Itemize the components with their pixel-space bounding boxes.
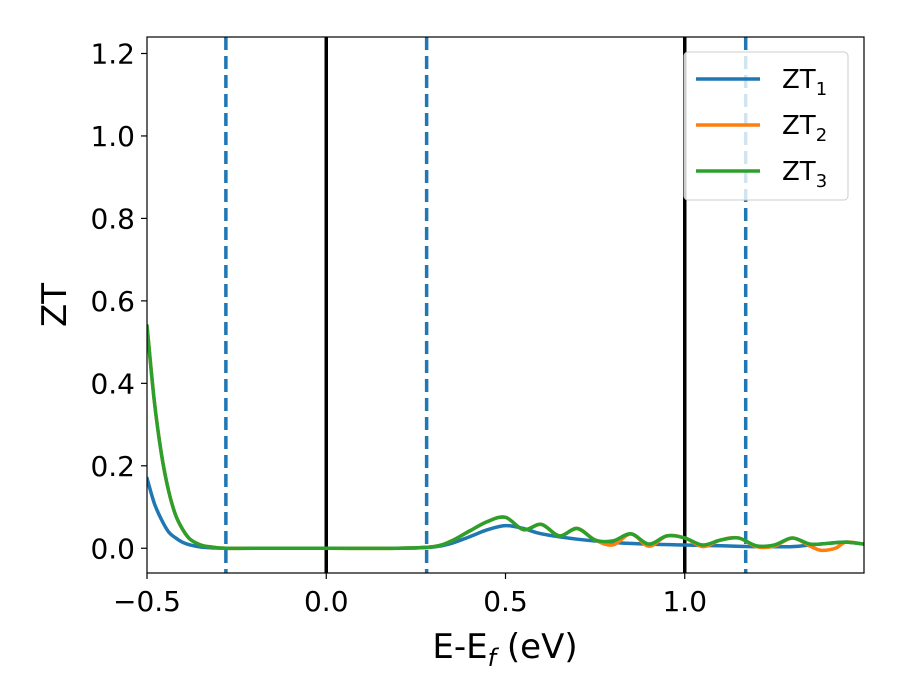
legend-label-2: ZT2	[782, 111, 827, 146]
y-tick-label: 0.2	[90, 450, 135, 483]
x-tick-label: 1.0	[662, 585, 707, 618]
y-tick-label: 1.0	[90, 120, 135, 153]
x-axis-title: E-Ef (eV)	[432, 627, 577, 672]
legend-box	[683, 51, 849, 201]
x-tick-label: 0.5	[483, 585, 528, 618]
y-tick-label: 0.4	[90, 367, 135, 400]
x-tick-label: −0.5	[113, 585, 181, 618]
x-axis-title-main: E-E	[432, 627, 487, 667]
y-axis-title: ZT	[35, 283, 75, 327]
x-tick-label: 0.0	[304, 585, 349, 618]
y-tick-label: 0.0	[90, 532, 135, 565]
x-axis-title-unit: (eV)	[496, 627, 578, 667]
y-axis: 0.0 0.2 0.4 0.6 0.8 1.0 1.2	[90, 37, 147, 565]
legend: ZT1 ZT2 ZT3	[683, 51, 849, 201]
y-tick-label: 1.2	[90, 37, 135, 70]
series-line-3	[147, 323, 864, 551]
legend-label-1: ZT1	[782, 65, 827, 100]
x-axis: −0.5 0.0 0.5 1.0	[113, 573, 707, 618]
legend-label-3: ZT3	[782, 157, 827, 192]
y-tick-label: 0.8	[90, 202, 135, 235]
y-tick-label: 0.6	[90, 285, 135, 318]
series-layer	[147, 323, 864, 553]
